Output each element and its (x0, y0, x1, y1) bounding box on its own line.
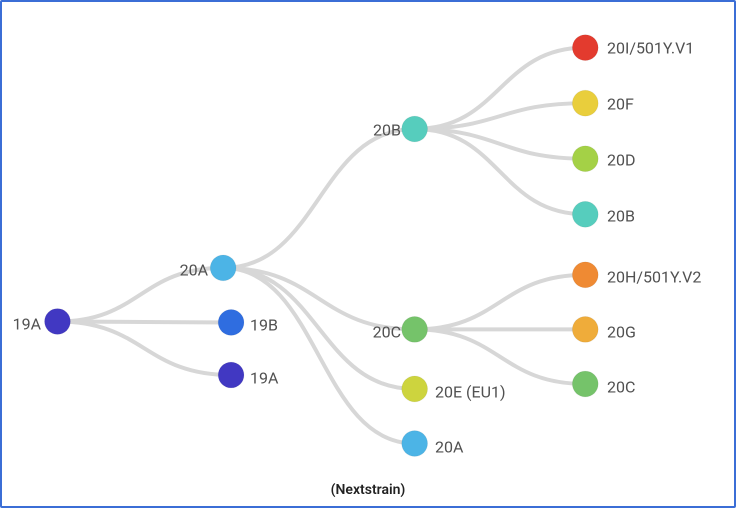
tree-node (218, 310, 244, 336)
tree-node (572, 90, 598, 116)
tree-node (572, 371, 598, 397)
tree-edge (57, 268, 223, 322)
tree-edge (415, 275, 586, 330)
tree-node (218, 362, 244, 388)
tree-edge (223, 268, 414, 330)
edges-layer (57, 48, 585, 444)
tree-node (572, 35, 598, 61)
tree-node (45, 309, 71, 335)
tree-svg (2, 2, 734, 506)
tree-node (572, 262, 598, 288)
diagram-frame: 19A20A19B19A20B20C20E (EU1)20A20I/501Y.V… (0, 0, 736, 508)
nodes-layer (45, 35, 599, 457)
tree-node (572, 317, 598, 343)
tree-node (402, 376, 428, 402)
tree-edge (415, 329, 586, 384)
tree-node (402, 116, 428, 142)
tree-node (402, 431, 428, 457)
tree-node (210, 255, 236, 281)
tree-edge (223, 268, 414, 444)
tree-edge (223, 129, 414, 268)
tree-node (572, 146, 598, 172)
caption: (Nextstrain) (2, 482, 734, 498)
tree-node (572, 201, 598, 227)
tree-node (402, 317, 428, 343)
tree-edge (57, 321, 231, 375)
